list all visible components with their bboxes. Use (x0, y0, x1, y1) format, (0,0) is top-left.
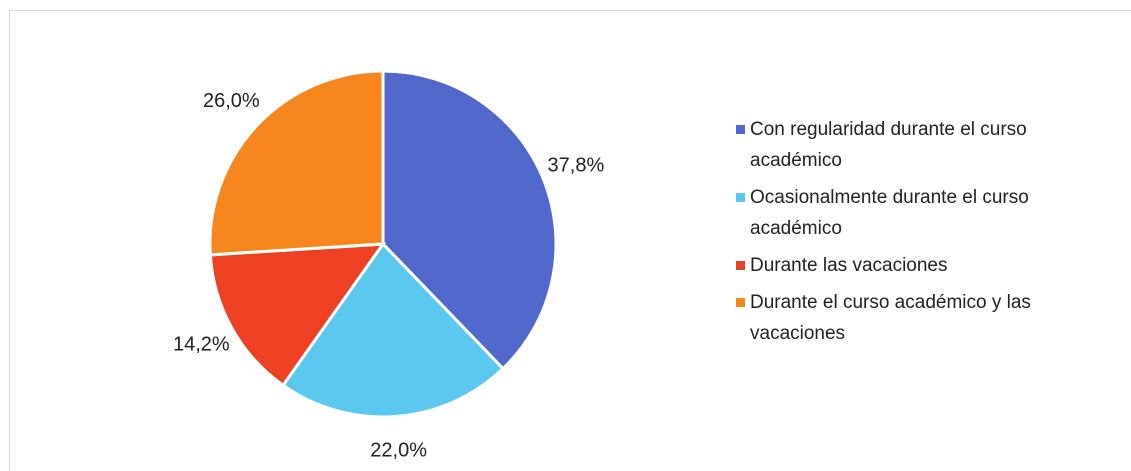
legend-label: Con regularidad durante el curso académi… (750, 119, 1027, 171)
legend-label: Durante el curso académico y las vacacio… (750, 292, 1031, 344)
legend-item: Durante el curso académico y las vacacio… (736, 287, 1120, 349)
data-label: 26,0% (203, 90, 260, 112)
legend-item: Ocasionalmente durante el curso académic… (736, 182, 1120, 244)
pie-slice (381, 69, 558, 371)
pie-slice (280, 241, 506, 419)
chart-border (9, 10, 1131, 471)
legend-swatch (736, 261, 745, 270)
pie-slice (208, 242, 387, 388)
legend-item: Durante las vacaciones (736, 250, 1120, 281)
legend-label: Ocasionalmente durante el curso académic… (750, 187, 1029, 239)
legend-item: Con regularidad durante el curso académi… (736, 114, 1120, 176)
data-label: 22,0% (370, 440, 427, 462)
legend-label: Durante las vacaciones (750, 255, 948, 276)
data-label: 14,2% (173, 334, 230, 356)
legend-swatch (736, 298, 745, 307)
legend-swatch (736, 125, 745, 134)
legend-swatch (736, 193, 745, 202)
data-label: 37,8% (548, 154, 605, 176)
pie-slice (208, 69, 385, 257)
